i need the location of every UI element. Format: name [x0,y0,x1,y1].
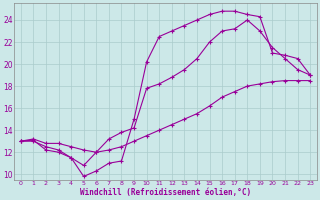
X-axis label: Windchill (Refroidissement éolien,°C): Windchill (Refroidissement éolien,°C) [80,188,251,197]
